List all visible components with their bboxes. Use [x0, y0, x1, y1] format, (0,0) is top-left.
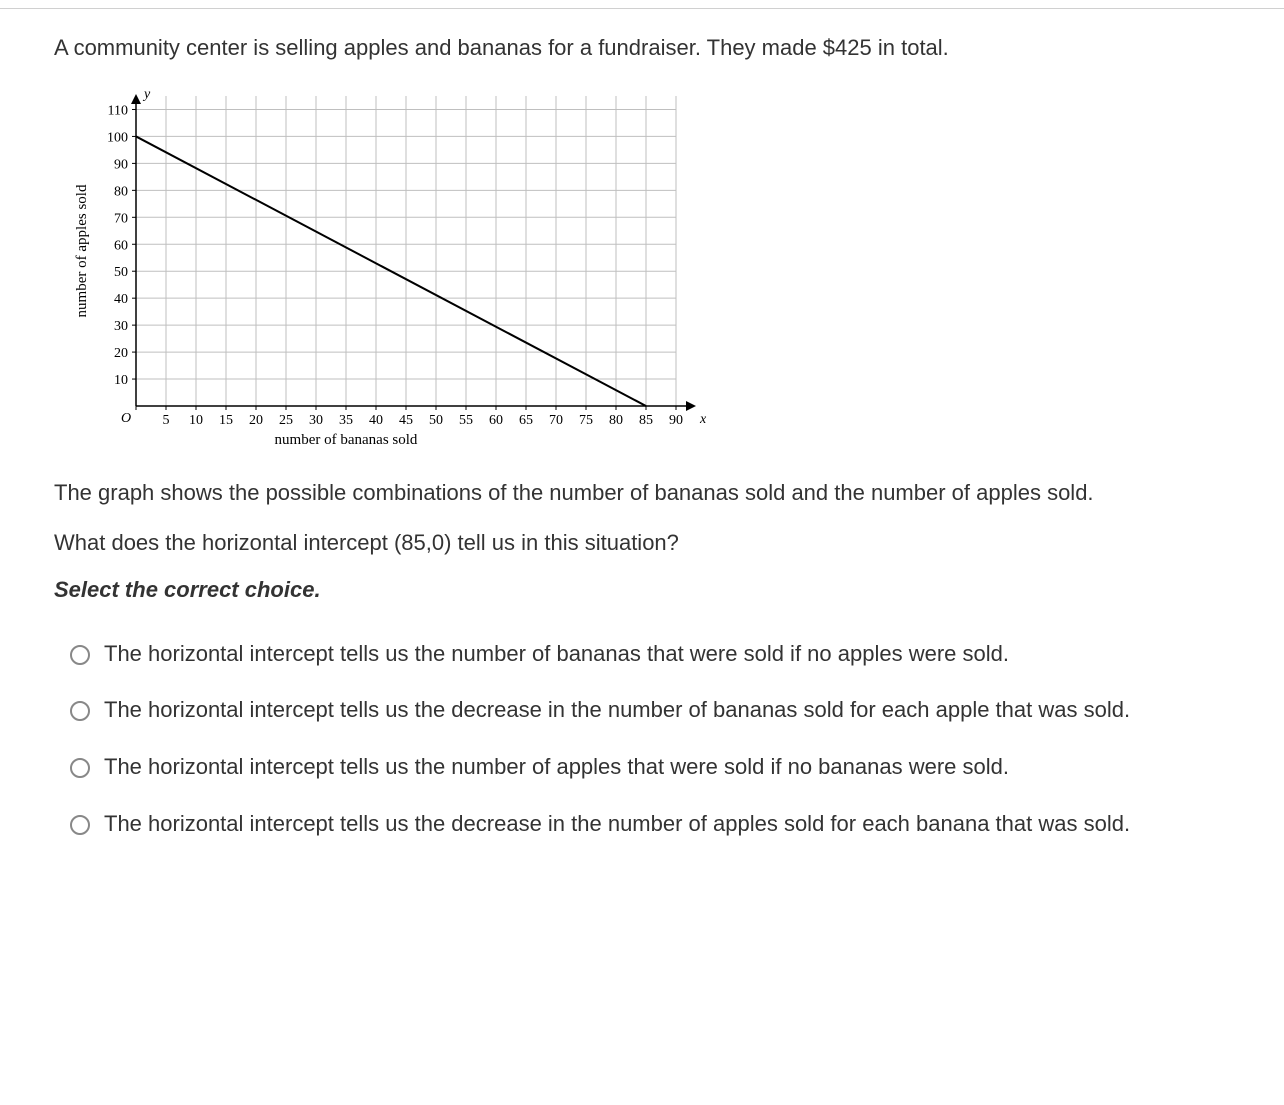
choices-group: The horizontal intercept tells us the nu…: [54, 639, 1230, 840]
choice-label: The horizontal intercept tells us the de…: [104, 695, 1130, 726]
svg-text:65: 65: [519, 413, 533, 428]
svg-text:25: 25: [279, 413, 293, 428]
svg-text:100: 100: [107, 130, 128, 145]
svg-text:30: 30: [309, 413, 323, 428]
svg-text:O: O: [121, 411, 131, 426]
svg-text:30: 30: [114, 319, 128, 334]
intro-text: A community center is selling apples and…: [54, 33, 1230, 64]
svg-text:45: 45: [399, 413, 413, 428]
svg-text:75: 75: [579, 413, 593, 428]
svg-text:40: 40: [369, 413, 383, 428]
svg-text:110: 110: [108, 103, 128, 118]
choice-option[interactable]: The horizontal intercept tells us the de…: [70, 809, 1230, 840]
radio-icon: [70, 815, 90, 835]
svg-text:80: 80: [114, 184, 128, 199]
svg-text:y: y: [142, 87, 151, 102]
svg-text:80: 80: [609, 413, 623, 428]
radio-icon: [70, 645, 90, 665]
svg-text:90: 90: [114, 157, 128, 172]
choice-option[interactable]: The horizontal intercept tells us the de…: [70, 695, 1230, 726]
choice-label: The horizontal intercept tells us the nu…: [104, 752, 1009, 783]
choice-option[interactable]: The horizontal intercept tells us the nu…: [70, 752, 1230, 783]
svg-text:number of apples sold: number of apples sold: [74, 184, 90, 317]
svg-text:90: 90: [669, 413, 683, 428]
svg-text:20: 20: [114, 346, 128, 361]
svg-text:15: 15: [219, 413, 233, 428]
svg-text:70: 70: [114, 211, 128, 226]
graph-description: The graph shows the possible combination…: [54, 477, 1230, 509]
svg-text:50: 50: [114, 265, 128, 280]
choice-label: The horizontal intercept tells us the nu…: [104, 639, 1009, 670]
question-text: What does the horizontal intercept (85,0…: [54, 527, 1230, 559]
svg-text:number of bananas sold: number of bananas sold: [275, 432, 418, 448]
svg-text:70: 70: [549, 413, 563, 428]
radio-icon: [70, 701, 90, 721]
svg-text:50: 50: [429, 413, 443, 428]
radio-icon: [70, 758, 90, 778]
chart-svg: 5 10 15 20 25 30 35 40 45 50 55 60 65 70 75 80 85 90 10 20 3…: [64, 82, 724, 462]
svg-text:5: 5: [163, 413, 170, 428]
instruction-text: Select the correct choice.: [54, 577, 1230, 603]
svg-text:85: 85: [639, 413, 653, 428]
svg-text:60: 60: [489, 413, 503, 428]
chart: 5 10 15 20 25 30 35 40 45 50 55 60 65 70 75 80 85 90 10 20 3…: [64, 82, 1230, 467]
choice-label: The horizontal intercept tells us the de…: [104, 809, 1130, 840]
svg-text:10: 10: [114, 373, 128, 388]
svg-text:55: 55: [459, 413, 473, 428]
question-container: A community center is selling apples and…: [0, 8, 1284, 906]
svg-text:10: 10: [189, 413, 203, 428]
choice-option[interactable]: The horizontal intercept tells us the nu…: [70, 639, 1230, 670]
svg-text:35: 35: [339, 413, 353, 428]
svg-text:x: x: [699, 412, 707, 427]
svg-text:40: 40: [114, 292, 128, 307]
svg-text:20: 20: [249, 413, 263, 428]
svg-text:60: 60: [114, 238, 128, 253]
